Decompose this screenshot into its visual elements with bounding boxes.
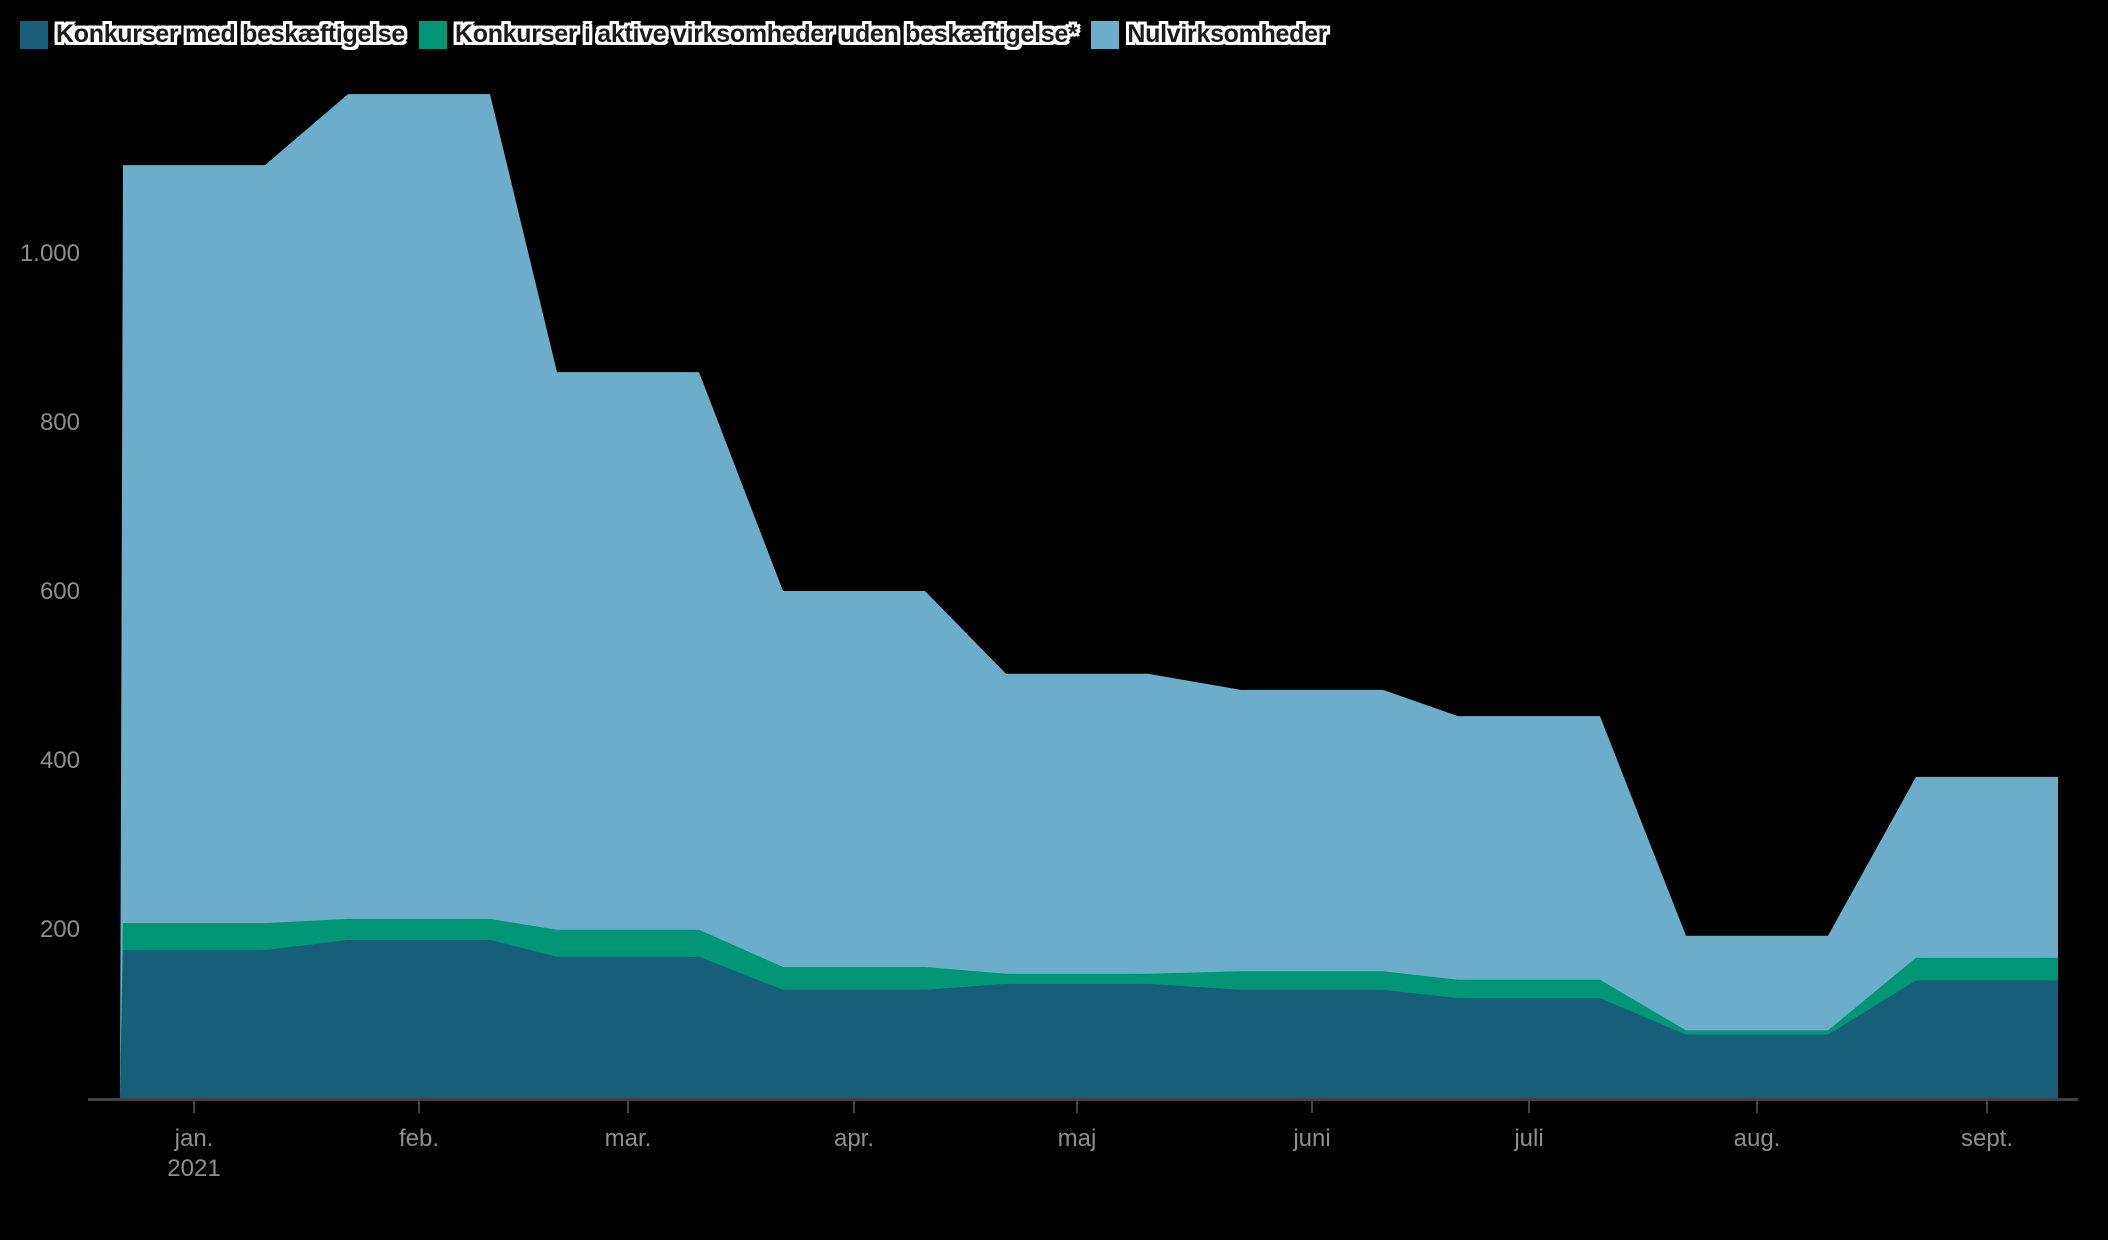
y-axis-label-800: 800 — [40, 409, 80, 436]
x-axis-label-juli: juli — [1513, 1125, 1543, 1152]
series-area-nulvirksomheder — [120, 94, 2058, 1099]
x-axis-label-aug: aug. — [1734, 1125, 1781, 1152]
legend-item-konkurser-med-beskaeftigelse[interactable]: Konkurser med beskæftigelse — [20, 20, 405, 49]
legend-label-nulvirksomheder: Nulvirksomheder — [1127, 20, 1328, 48]
legend-swatch-nulvirksomheder — [1091, 20, 1120, 49]
x-axis-tick-juni — [1311, 1101, 1313, 1113]
x-axis-label-sept: sept. — [1961, 1125, 2013, 1152]
x-axis-tick-jan — [193, 1101, 195, 1113]
legend-item-nulvirksomheder[interactable]: Nulvirksomheder — [1091, 20, 1327, 49]
y-axis-label-600: 600 — [40, 578, 80, 605]
x-axis-tick-maj — [1076, 1101, 1078, 1113]
x-axis-line — [88, 1098, 2078, 1101]
series-area-konkurser-med-beskaeftigelse — [120, 940, 2058, 1098]
y-axis-label-1000: 1.000 — [20, 240, 80, 267]
x-axis-tick-apr — [853, 1101, 855, 1113]
x-axis-label-juni: juni — [1292, 1125, 1330, 1152]
x-axis-label-feb: feb. — [399, 1125, 439, 1152]
x-axis-tick-sept — [1986, 1101, 1988, 1113]
x-axis-label-jan: jan. — [174, 1125, 214, 1152]
legend-item-konkurser-aktive-uden-beskaeftigelse[interactable]: Konkurser i aktive virksomheder uden bes… — [418, 20, 1078, 49]
x-axis-label-mar: mar. — [605, 1125, 652, 1152]
y-axis-label-400: 400 — [40, 747, 80, 774]
x-axis-year-label: 2021 — [167, 1155, 220, 1182]
x-axis-tick-mar — [627, 1101, 629, 1113]
x-axis-tick-juli — [1528, 1101, 1530, 1113]
legend: Konkurser med beskæftigelse Konkurser i a… — [20, 20, 1327, 49]
legend-swatch-konkurser-aktive-uden-beskaeftigelse — [418, 20, 447, 49]
x-axis-tick-feb — [418, 1101, 420, 1113]
x-axis-label-apr: apr. — [834, 1125, 874, 1152]
legend-label-konkurser-med-beskaeftigelse: Konkurser med beskæftigelse — [56, 20, 405, 48]
y-axis-label-200: 200 — [40, 916, 80, 943]
x-axis-label-maj: maj — [1058, 1125, 1097, 1152]
legend-label-konkurser-aktive-uden-beskaeftigelse: Konkurser i aktive virksomheder uden bes… — [454, 20, 1078, 48]
x-axis-tick-aug — [1756, 1101, 1758, 1113]
legend-swatch-konkurser-med-beskaeftigelse — [20, 20, 48, 49]
